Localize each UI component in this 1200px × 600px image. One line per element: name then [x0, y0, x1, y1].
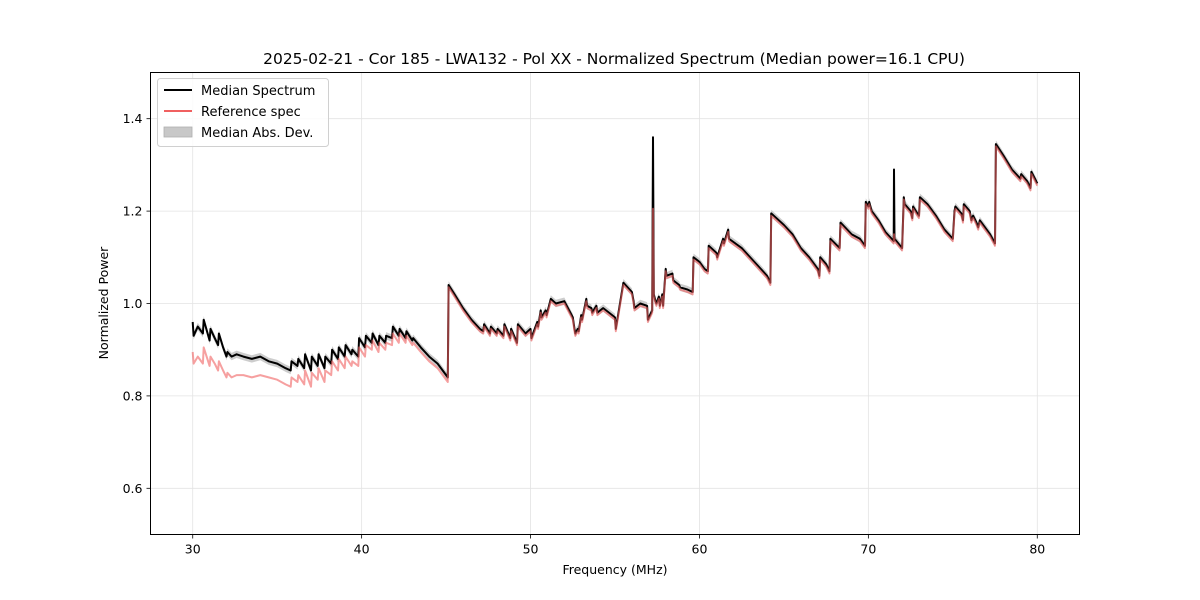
- legend: Median Spectrum Reference spec Median Ab…: [157, 78, 329, 147]
- reference-spec-line: [191, 145, 1039, 388]
- x-axis: 30 40 50 60 70 80: [185, 534, 1045, 557]
- y-axis: 0.6 0.8 1.0 1.2 1.4: [123, 111, 151, 496]
- x-axis-label: Frequency (MHz): [562, 562, 667, 577]
- grid: [150, 72, 1080, 535]
- y-tick-label: 0.8: [123, 388, 143, 403]
- y-tick-label: 1.0: [123, 296, 143, 311]
- y-axis-label: Normalized Power: [96, 246, 111, 360]
- x-tick-label: 70: [860, 542, 876, 557]
- y-tick-label: 1.4: [123, 111, 143, 126]
- legend-label-reference: Reference spec: [201, 105, 301, 120]
- series-layer: [191, 136, 1039, 388]
- x-tick-label: 60: [692, 542, 708, 557]
- y-tick-label: 1.2: [123, 204, 143, 219]
- x-tick-label: 30: [185, 542, 201, 557]
- legend-swatch-mad: [163, 126, 193, 138]
- x-tick-label: 50: [523, 542, 539, 557]
- x-tick-label: 80: [1029, 542, 1045, 557]
- legend-label-mad: Median Abs. Dev.: [201, 126, 313, 141]
- y-tick-label: 0.6: [123, 481, 143, 496]
- legend-frame: [157, 78, 329, 147]
- legend-label-median: Median Spectrum: [201, 84, 315, 99]
- chart-title: 2025-02-21 - Cor 185 - LWA132 - Pol XX -…: [263, 50, 965, 68]
- x-tick-label: 40: [354, 542, 370, 557]
